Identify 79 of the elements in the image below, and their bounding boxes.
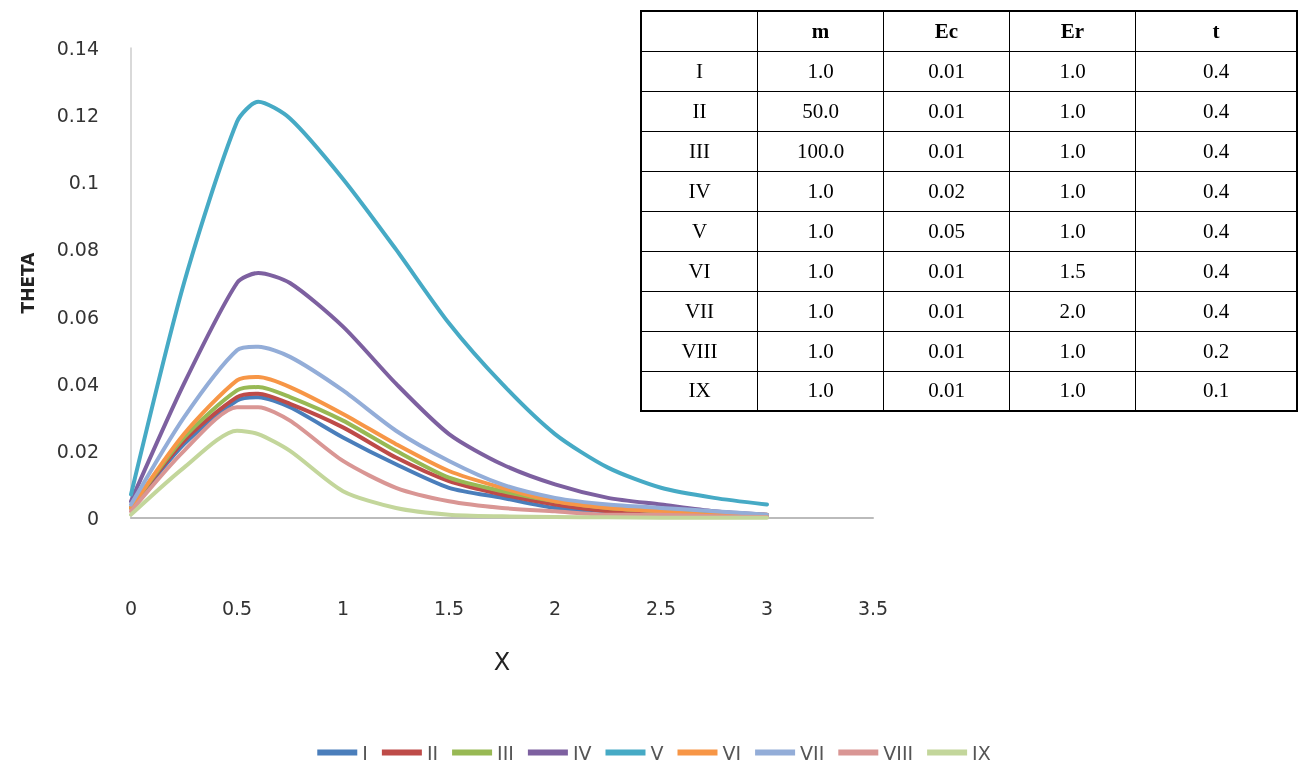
text: 0.01	[928, 258, 965, 283]
text: 1.0	[807, 178, 834, 203]
y-tick-label: 0.06	[56, 305, 99, 328]
x-tick-label: 1	[336, 596, 350, 619]
text: 1.0	[1059, 178, 1086, 203]
y-axis-title: THETA	[17, 251, 38, 314]
legend-label: VII	[800, 741, 825, 764]
category-label: III	[689, 138, 710, 163]
text: 1.0	[807, 58, 834, 83]
legend-label: III	[497, 741, 514, 764]
category-label: t	[1135, 11, 1297, 51]
category-label: VI	[688, 258, 711, 283]
x-tick-label: 0.5	[221, 596, 253, 619]
line-series	[129, 99, 769, 507]
text: 1.5	[1059, 258, 1086, 283]
text: 0.01	[928, 298, 965, 323]
category-label: Ec	[883, 11, 1010, 51]
text: 0.01	[928, 58, 965, 83]
category-label: m	[757, 11, 884, 51]
text: 50.0	[802, 98, 839, 123]
text: 1.0	[1059, 218, 1086, 243]
category-label: IX	[688, 378, 711, 403]
line-series	[129, 344, 769, 517]
text: 0.01	[928, 338, 965, 363]
legend-label: IX	[972, 741, 991, 764]
x-tick-label: 2	[548, 596, 562, 619]
text: 0.4	[1202, 218, 1230, 243]
category-label: I	[696, 58, 703, 83]
legend-label: II	[426, 741, 439, 764]
category-label: II	[692, 98, 707, 123]
text: 0.2	[1202, 338, 1230, 363]
legend-label: VI	[722, 741, 742, 764]
legend-label: V	[650, 741, 664, 764]
x-axis-title: X	[493, 648, 511, 676]
x-tick-label: 0	[124, 596, 138, 619]
x-tick-label: 3	[760, 596, 774, 619]
legend-label: IV	[572, 741, 592, 764]
text: 1.0	[1059, 98, 1086, 123]
y-tick-label: 0.08	[56, 238, 99, 261]
category-label: Er	[1009, 11, 1136, 51]
x-tick-label: 3.5	[857, 596, 889, 619]
text: 1.0	[807, 258, 834, 283]
y-tick-label: 0.12	[56, 104, 99, 127]
text: 1.0	[807, 298, 834, 323]
text: 0.01	[928, 98, 965, 123]
text: 0.02	[928, 178, 965, 203]
text: 0.4	[1202, 298, 1230, 323]
text: 1.0	[807, 378, 834, 403]
text: 1.0	[1059, 138, 1086, 163]
text: 0.4	[1202, 258, 1230, 283]
legend-label: I	[362, 741, 368, 764]
category-label: IV	[688, 178, 711, 203]
y-tick-label: 0	[86, 507, 99, 529]
text: 1.0	[807, 218, 834, 243]
y-tick-label: 0.04	[56, 372, 99, 395]
text: 0.4	[1202, 58, 1230, 83]
text: 1.0	[807, 338, 834, 363]
text: 100.0	[796, 138, 845, 163]
y-tick-label: 0.02	[56, 439, 99, 462]
text: 1.0	[1059, 378, 1086, 403]
category-label: VII	[684, 298, 715, 323]
text: 0.01	[928, 138, 965, 163]
x-tick-label: 2.5	[645, 596, 677, 619]
text: 1.0	[1059, 338, 1086, 363]
y-tick-label: 0.14	[56, 37, 99, 59]
category-label: V	[691, 218, 708, 243]
text: 0.01	[928, 378, 965, 403]
legend-label: VIII	[883, 741, 914, 764]
y-tick-label: 0.1	[68, 171, 99, 194]
text: 0.4	[1202, 178, 1230, 203]
category-label: VIII	[681, 338, 718, 363]
text: 0.05	[928, 218, 965, 243]
text: 1.0	[1059, 58, 1086, 83]
x-tick-label: 1.5	[433, 596, 465, 619]
text: 0.4	[1202, 98, 1230, 123]
text: 0.1	[1202, 378, 1230, 403]
text: 0.4	[1202, 138, 1230, 163]
text: 2.0	[1059, 298, 1086, 323]
line-series	[129, 428, 769, 520]
